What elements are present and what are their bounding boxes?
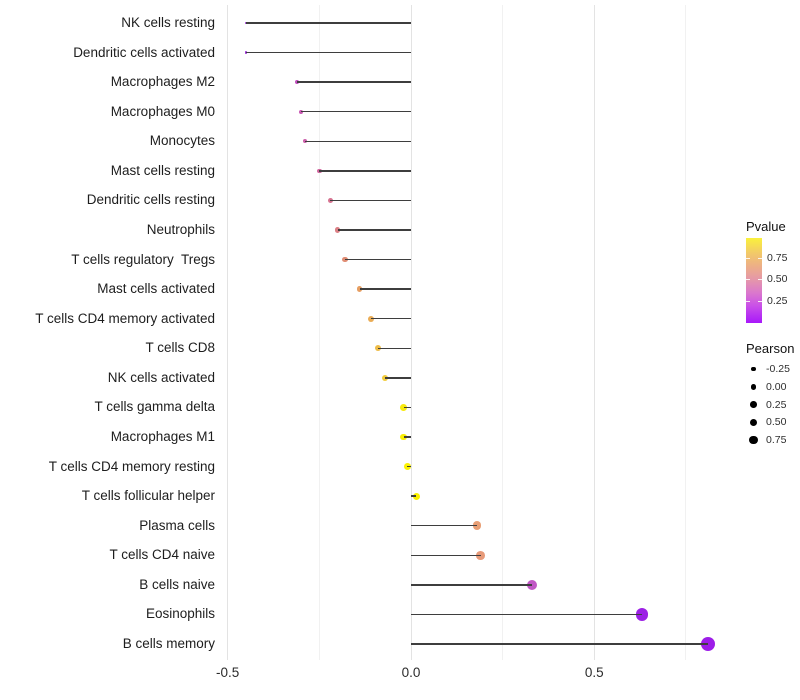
colorbar-tick-label: 0.25 <box>767 294 788 307</box>
y-axis-label: T cells CD8 <box>145 340 215 356</box>
lollipop-stem <box>304 140 411 142</box>
y-axis-label: Macrophages M2 <box>110 74 215 90</box>
y-axis-label: T cells CD4 naive <box>109 547 215 563</box>
colorbar-tick <box>758 279 762 281</box>
gridline-major <box>410 5 412 660</box>
colorbar-tick <box>746 300 750 302</box>
lollipop-dot <box>476 550 485 560</box>
y-axis-label: Mast cells resting <box>110 162 215 178</box>
pearson-size-label: -0.25 <box>766 363 790 376</box>
lollipop-stem <box>297 81 411 83</box>
y-axis-label: Neutrophils <box>146 221 215 237</box>
lollipop-stem <box>370 318 411 320</box>
colorbar-tick-label: 0.75 <box>767 251 788 264</box>
lollipop-stem <box>403 406 411 409</box>
lollipop-stem <box>359 288 411 290</box>
lollipop-dot <box>374 345 382 352</box>
y-axis-label: Dendritic cells activated <box>73 44 215 60</box>
gridline-minor <box>318 5 320 660</box>
lollipop-dot <box>412 492 421 500</box>
x-axis-tick-label: 0.5 <box>584 665 604 680</box>
y-axis-label: T cells CD4 memory activated <box>35 310 215 326</box>
lollipop-stem <box>403 436 411 438</box>
y-axis-label: Eosinophils <box>145 606 215 622</box>
y-axis-label: B cells naive <box>139 576 215 592</box>
colorbar-tick <box>746 279 750 281</box>
gridline-major <box>593 5 595 660</box>
colorbar-tick <box>758 300 762 302</box>
pearson-size-dot <box>749 418 758 427</box>
lollipop-stem <box>330 199 411 202</box>
y-axis-label: B cells memory <box>122 635 215 651</box>
y-axis-label: T cells follicular helper <box>81 488 215 504</box>
gridline-minor <box>502 5 504 660</box>
colorbar-tick <box>758 257 762 259</box>
y-axis-label: Plasma cells <box>139 517 215 533</box>
y-axis-label: T cells CD4 memory resting <box>48 458 215 474</box>
colorbar-tick <box>746 257 750 259</box>
y-axis-label: Mast cells activated <box>97 281 215 297</box>
pearson-size-dot <box>750 384 757 390</box>
lollipop-stem <box>411 525 477 527</box>
y-axis-label: NK cells activated <box>107 369 215 385</box>
lollipop-dot <box>295 80 300 85</box>
y-axis-label: NK cells resting <box>121 15 215 30</box>
y-axis-label: T cells regulatory Tregs <box>71 251 215 267</box>
x-axis-tick-label: -0.5 <box>216 665 240 680</box>
lollipop-stem <box>385 377 411 379</box>
lollipop-dot <box>472 521 482 530</box>
lollipop-stem <box>411 495 417 497</box>
lollipop-dot <box>526 579 537 590</box>
pvalue-legend-title: Pvalue <box>746 219 786 234</box>
y-axis-label: Macrophages M1 <box>110 428 215 444</box>
lollipop-stem <box>411 613 642 616</box>
lollipop-dot <box>367 315 374 322</box>
lollipop-stem <box>246 51 411 54</box>
lollipop-dot <box>356 286 363 292</box>
lollipop-stem <box>301 111 411 113</box>
lollipop-dot <box>317 168 322 174</box>
lollipop-stem <box>411 584 532 586</box>
lollipop-stem <box>378 347 411 349</box>
lollipop-stem <box>407 465 411 468</box>
pearson-size-label: 0.00 <box>766 381 787 393</box>
lollipop-stem <box>411 554 481 556</box>
pearson-size-label: 0.50 <box>766 416 787 429</box>
y-axis-label: Macrophages M0 <box>110 103 215 119</box>
y-axis-label: Dendritic cells resting <box>86 192 215 208</box>
pvalue-colorbar <box>746 238 762 323</box>
lollipop-dot <box>327 197 333 203</box>
lollipop-stem <box>319 170 411 172</box>
pearson-size-dot <box>750 401 757 408</box>
pearson-size-dot <box>751 367 756 372</box>
lollipop-dot <box>700 636 716 652</box>
pearson-size-label: 0.25 <box>766 398 787 411</box>
gridline-major <box>227 5 229 660</box>
pearson-size-label: 0.75 <box>766 434 787 447</box>
y-axis-label: Monocytes <box>149 133 215 149</box>
y-axis-label: T cells gamma delta <box>94 399 215 415</box>
pearson-size-dot <box>749 435 758 445</box>
lollipop-stem <box>345 258 411 261</box>
lollipop-dot <box>298 109 304 114</box>
colorbar-tick-label: 0.50 <box>767 273 788 286</box>
lollipop-stem <box>246 22 411 24</box>
pearson-legend-title: Pearson <box>746 341 795 356</box>
lollipop-stem <box>411 643 708 645</box>
lollipop-stem <box>337 229 411 231</box>
x-axis-tick-label: 0.0 <box>401 665 421 680</box>
gridline-minor <box>685 5 687 660</box>
